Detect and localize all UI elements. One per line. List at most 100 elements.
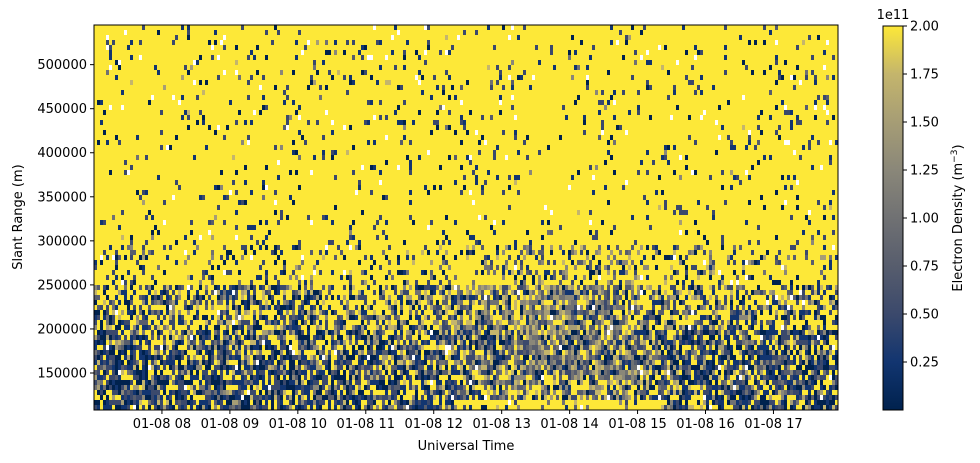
heatmap-cell xyxy=(403,270,406,275)
heatmap-cell xyxy=(349,285,352,290)
heatmap-cell xyxy=(703,390,706,395)
heatmap-cell xyxy=(451,315,454,320)
heatmap-cell xyxy=(553,375,556,380)
heatmap-cell xyxy=(397,380,400,385)
heatmap-cell xyxy=(307,295,310,300)
heatmap-cell xyxy=(673,85,676,90)
heatmap-cell xyxy=(130,40,133,45)
heatmap-cell xyxy=(190,330,193,335)
heatmap-cell xyxy=(691,350,694,355)
heatmap-cell xyxy=(613,225,616,230)
heatmap-cell xyxy=(190,305,193,310)
heatmap-cell xyxy=(385,315,388,320)
heatmap-cell xyxy=(235,330,238,335)
heatmap-cell xyxy=(151,335,154,340)
heatmap-cell xyxy=(394,290,397,295)
heatmap-cell xyxy=(721,325,724,330)
heatmap-cell xyxy=(598,385,601,390)
heatmap-cell xyxy=(571,370,574,375)
heatmap-cell xyxy=(388,260,391,265)
heatmap-cell xyxy=(187,365,190,370)
heatmap-cell xyxy=(574,335,577,340)
heatmap-cell xyxy=(103,300,106,305)
heatmap-cell xyxy=(487,325,490,330)
heatmap-cell xyxy=(214,285,217,290)
heatmap-cell xyxy=(541,280,544,285)
heatmap-cell xyxy=(739,35,742,40)
heatmap-cell xyxy=(367,375,370,380)
heatmap-cell xyxy=(400,330,403,335)
heatmap-cell xyxy=(373,380,376,385)
heatmap-cell xyxy=(721,390,724,395)
heatmap-cell xyxy=(634,380,637,385)
heatmap-cell xyxy=(541,385,544,390)
heatmap-cell xyxy=(313,380,316,385)
heatmap-cell xyxy=(466,325,469,330)
heatmap-cell xyxy=(613,370,616,375)
heatmap-cell xyxy=(490,285,493,290)
heatmap-cell xyxy=(580,340,583,345)
heatmap-cell xyxy=(169,145,172,150)
heatmap-cell xyxy=(100,340,103,345)
heatmap-cell xyxy=(265,330,268,335)
heatmap-cell xyxy=(517,75,520,80)
heatmap-cell xyxy=(295,375,298,380)
heatmap-cell xyxy=(496,145,499,150)
heatmap-cell xyxy=(589,360,592,365)
heatmap-cell xyxy=(310,340,313,345)
heatmap-cell xyxy=(661,395,664,400)
heatmap-cell xyxy=(253,375,256,380)
heatmap-cell xyxy=(337,340,340,345)
heatmap-cell xyxy=(226,195,229,200)
heatmap-cell xyxy=(730,400,733,405)
heatmap-cell xyxy=(466,250,469,255)
heatmap-cell xyxy=(358,365,361,370)
heatmap-cell xyxy=(733,380,736,385)
heatmap-cell xyxy=(115,405,118,410)
heatmap-cell xyxy=(454,340,457,345)
heatmap-cell xyxy=(253,380,256,385)
heatmap-cell xyxy=(529,245,532,250)
heatmap-cell xyxy=(274,200,277,205)
heatmap-cell xyxy=(424,385,427,390)
heatmap-cell xyxy=(385,405,388,410)
heatmap-cell xyxy=(373,375,376,380)
heatmap-cell xyxy=(478,330,481,335)
heatmap-cell xyxy=(214,40,217,45)
heatmap-cell xyxy=(652,295,655,300)
heatmap-cell xyxy=(724,390,727,395)
heatmap-cell xyxy=(421,380,424,385)
heatmap-cell xyxy=(349,80,352,85)
heatmap-cell xyxy=(412,350,415,355)
heatmap-cell xyxy=(250,235,253,240)
heatmap-cell xyxy=(256,300,259,305)
heatmap-cell xyxy=(445,70,448,75)
heatmap-cell xyxy=(418,405,421,410)
heatmap-cell xyxy=(619,270,622,275)
heatmap-cell xyxy=(295,365,298,370)
heatmap-cell xyxy=(436,120,439,125)
heatmap-cell xyxy=(490,320,493,325)
heatmap-cell xyxy=(298,405,301,410)
heatmap-cell xyxy=(427,300,430,305)
heatmap-cell xyxy=(307,330,310,335)
heatmap-cell xyxy=(508,270,511,275)
heatmap-cell xyxy=(469,385,472,390)
heatmap-cell xyxy=(400,335,403,340)
heatmap-cell xyxy=(274,190,277,195)
heatmap-cell xyxy=(637,365,640,370)
heatmap-cell xyxy=(658,395,661,400)
heatmap-cell xyxy=(439,360,442,365)
heatmap-cell xyxy=(709,375,712,380)
heatmap-cell xyxy=(439,340,442,345)
heatmap-cell xyxy=(94,360,97,365)
heatmap-cell xyxy=(733,400,736,405)
heatmap-cell xyxy=(154,370,157,375)
heatmap-cell xyxy=(442,240,445,245)
heatmap-cell xyxy=(613,350,616,355)
heatmap-cell xyxy=(682,325,685,330)
heatmap-cell xyxy=(382,345,385,350)
heatmap-cell xyxy=(298,355,301,360)
heatmap-cell xyxy=(637,105,640,110)
heatmap-cell xyxy=(688,290,691,295)
